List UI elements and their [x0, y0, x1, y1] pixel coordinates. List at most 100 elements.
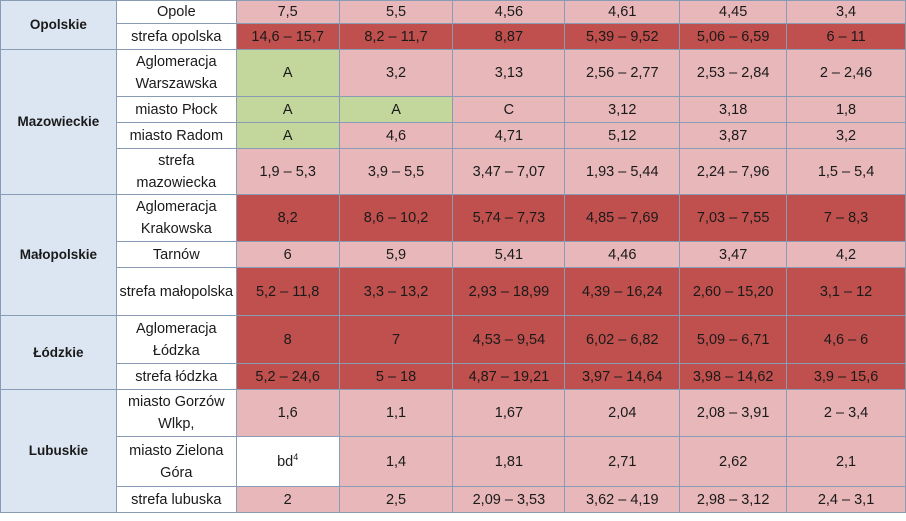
value-cell: 3,98 – 14,62 [679, 363, 788, 390]
cell-value: A [282, 101, 293, 118]
cell-value: 2 – 3,4 [823, 405, 869, 421]
value-cell: 1,9 – 5,3 [235, 148, 340, 195]
cell-value: 2,4 – 3,1 [817, 491, 875, 508]
cell-value: 7,5 [277, 4, 298, 20]
value-cell: 6,02 – 6,82 [564, 315, 681, 364]
zone-name: Opole [115, 0, 237, 24]
cell-value: 1,8 [835, 101, 857, 118]
cell-value: C [503, 101, 515, 118]
value-cell: 3,4 [786, 0, 906, 24]
value-cell: A [235, 122, 340, 149]
cell-value: 5,2 – 24,6 [255, 368, 320, 385]
cell-value: 3,13 [494, 65, 524, 81]
value-cell: 2,09 – 3,53 [452, 486, 566, 513]
value-cell: 2,53 – 2,84 [679, 49, 788, 97]
value-cell: 4,87 – 19,21 [452, 363, 566, 390]
value-cell: 3,13 [452, 49, 566, 97]
cell-value: 14,6 – 15,7 [251, 28, 324, 45]
value-cell: 2,62 [679, 436, 788, 487]
cell-value: 3,47 [719, 246, 748, 263]
cell-value: 3,97 – 14,64 [581, 368, 663, 385]
cell-value: 2,98 – 3,12 [696, 491, 770, 508]
table-row: Opolskie Opole 7,5 5,5 4,56 4,61 4,45 3,4 [0, 0, 906, 50]
value-cell: 7 – 8,3 [786, 194, 906, 242]
table-row: miasto Płock A A C 3,12 3,18 1,8 [1, 96, 906, 123]
cell-value: 3,9 – 5,5 [367, 163, 425, 180]
value-cell: 4,85 – 7,69 [564, 194, 681, 242]
cell-value: 5,12 [608, 127, 637, 144]
value-cell: 3,9 – 15,6 [786, 363, 906, 390]
value-cell: 2,98 – 3,12 [679, 486, 788, 513]
cell-value: 7,03 – 7,55 [696, 210, 770, 226]
value-cell: 7,5 [235, 0, 340, 24]
cell-value: 4,61 [608, 4, 637, 20]
value-cell: 1,8 [786, 96, 906, 123]
cell-value: 8,87 [494, 28, 524, 45]
value-cell: 2,60 – 15,20 [679, 267, 788, 316]
region-name: Opolskie [0, 0, 117, 50]
value-cell: 2,1 [786, 436, 906, 487]
value-cell: 5 – 18 [338, 363, 454, 390]
table-row: miasto Radom A 4,6 4,71 5,12 3,87 3,2 [1, 122, 906, 149]
cell-value: 3,98 – 14,62 [692, 368, 774, 385]
region-name: Lubuskie [0, 389, 117, 513]
value-cell: 7,03 – 7,55 [679, 194, 788, 242]
value-cell: 5,2 – 11,8 [235, 267, 340, 316]
cell-value: 3,2 [385, 65, 407, 81]
cell-value: 3,18 [719, 101, 748, 118]
value-cell: 8,6 – 10,2 [338, 194, 454, 242]
cell-value: 1,6 [277, 405, 298, 421]
value-cell: 8,2 – 11,7 [338, 23, 454, 50]
value-cell: 2,71 [564, 436, 681, 487]
value-cell: A [235, 49, 340, 97]
value-cell: 5,39 – 9,52 [564, 23, 681, 50]
value-cell: 5,41 [452, 241, 566, 268]
value-cell: 3,1 – 12 [786, 267, 906, 316]
cell-value: 5,09 – 6,71 [696, 331, 770, 348]
value-cell: 5,9 [338, 241, 454, 268]
cell-value: 1,93 – 5,44 [585, 163, 659, 180]
value-cell: 3,47 – 7,07 [452, 148, 566, 195]
value-cell: 2,5 [338, 486, 454, 513]
value-cell: 8,2 [235, 194, 340, 242]
value-cell: 3,62 – 4,19 [564, 486, 681, 513]
table-row: strefa łódzka 5,2 – 24,6 5 – 18 4,87 – 19,2… [1, 363, 906, 390]
value-cell: 8,87 [452, 23, 566, 50]
value-cell: 1,5 – 5,4 [786, 148, 906, 195]
value-cell: A [338, 96, 454, 123]
cell-value: 5,41 [494, 246, 524, 263]
value-cell: 4,53 – 9,54 [452, 315, 566, 364]
cell-value: 2 – 2,46 [819, 65, 873, 81]
cell-value: 7 [392, 331, 401, 348]
value-cell: 2 [235, 486, 340, 513]
cell-value: 7 – 8,3 [823, 210, 869, 226]
value-cell: 4,46 [564, 241, 681, 268]
value-cell: 3,12 [564, 96, 681, 123]
cell-value: 2,04 [608, 405, 637, 421]
value-cell: A [235, 96, 340, 123]
value-cell: 3,2 [338, 49, 454, 97]
value-cell: 1,67 [452, 389, 566, 437]
value-cell: 5,5 [338, 0, 454, 24]
cell-value: 4,6 – 6 [823, 331, 869, 348]
table-row: strefa małopolska 5,2 – 11,8 3,3 – 13,2 2,9… [1, 267, 906, 316]
cell-value: A [282, 65, 293, 81]
value-cell: 6 – 11 [786, 23, 906, 50]
value-cell: 4,6 [338, 122, 454, 149]
cell-value: 5,9 [385, 246, 407, 263]
cell-value: A [391, 101, 401, 118]
cell-value: 4,85 – 7,69 [585, 210, 659, 226]
cell-value: 2,56 – 2,77 [585, 65, 659, 81]
value-cell: 2,56 – 2,77 [564, 49, 681, 97]
cell-value: 1,1 [385, 405, 407, 421]
zone-name: Tarnów [115, 241, 237, 268]
cell-value: 3,3 – 13,2 [363, 283, 429, 300]
value-cell: 1,1 [338, 389, 454, 437]
cell-value: 2,53 – 2,84 [696, 65, 770, 81]
zone-name: strefa małopolska [115, 267, 237, 316]
cell-value: 1,9 – 5,3 [259, 163, 316, 180]
region-name: Małopolskie [0, 194, 117, 316]
table-row: strefa mazowiecka 1,9 – 5,3 3,9 – 5,5 3,47 … [1, 148, 906, 195]
